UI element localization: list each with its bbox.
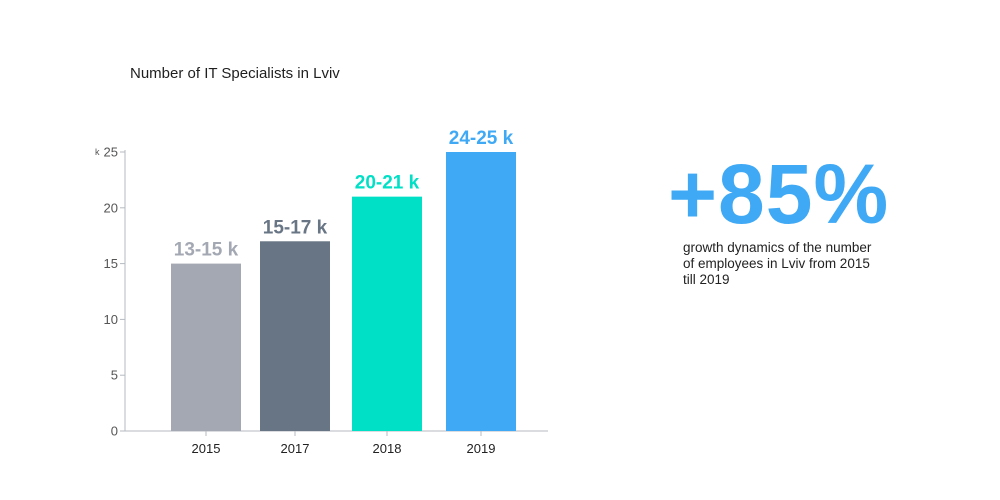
growth-stat: +85% (668, 147, 890, 241)
bar-value-label: 24-25 k (449, 128, 514, 149)
bar-value-label: 13-15 k (174, 240, 239, 261)
growth-description: growth dynamics of the number of employe… (683, 240, 872, 287)
bar (446, 152, 516, 431)
chart-title: Number of IT Specialists in Lviv (130, 65, 340, 82)
y-tick-label: 25 (104, 145, 118, 160)
y-tick-label: 20 (104, 200, 118, 215)
bar-value-label: 15-17 k (263, 217, 328, 238)
y-tick-label: 5 (111, 368, 118, 383)
bar (260, 241, 330, 431)
y-tick-label: 15 (104, 256, 118, 271)
y-tick-label: 10 (104, 312, 118, 327)
x-tick-label: 2019 (467, 441, 496, 456)
y-tick-label: 0 (111, 424, 118, 439)
bar (352, 196, 422, 431)
x-tick-label: 2017 (281, 441, 310, 456)
x-tick-label: 2018 (373, 441, 402, 456)
y-unit-label: k (95, 147, 100, 157)
bar (171, 263, 241, 431)
x-tick-label: 2015 (192, 441, 221, 456)
bar-value-label: 20-21 k (355, 173, 420, 194)
